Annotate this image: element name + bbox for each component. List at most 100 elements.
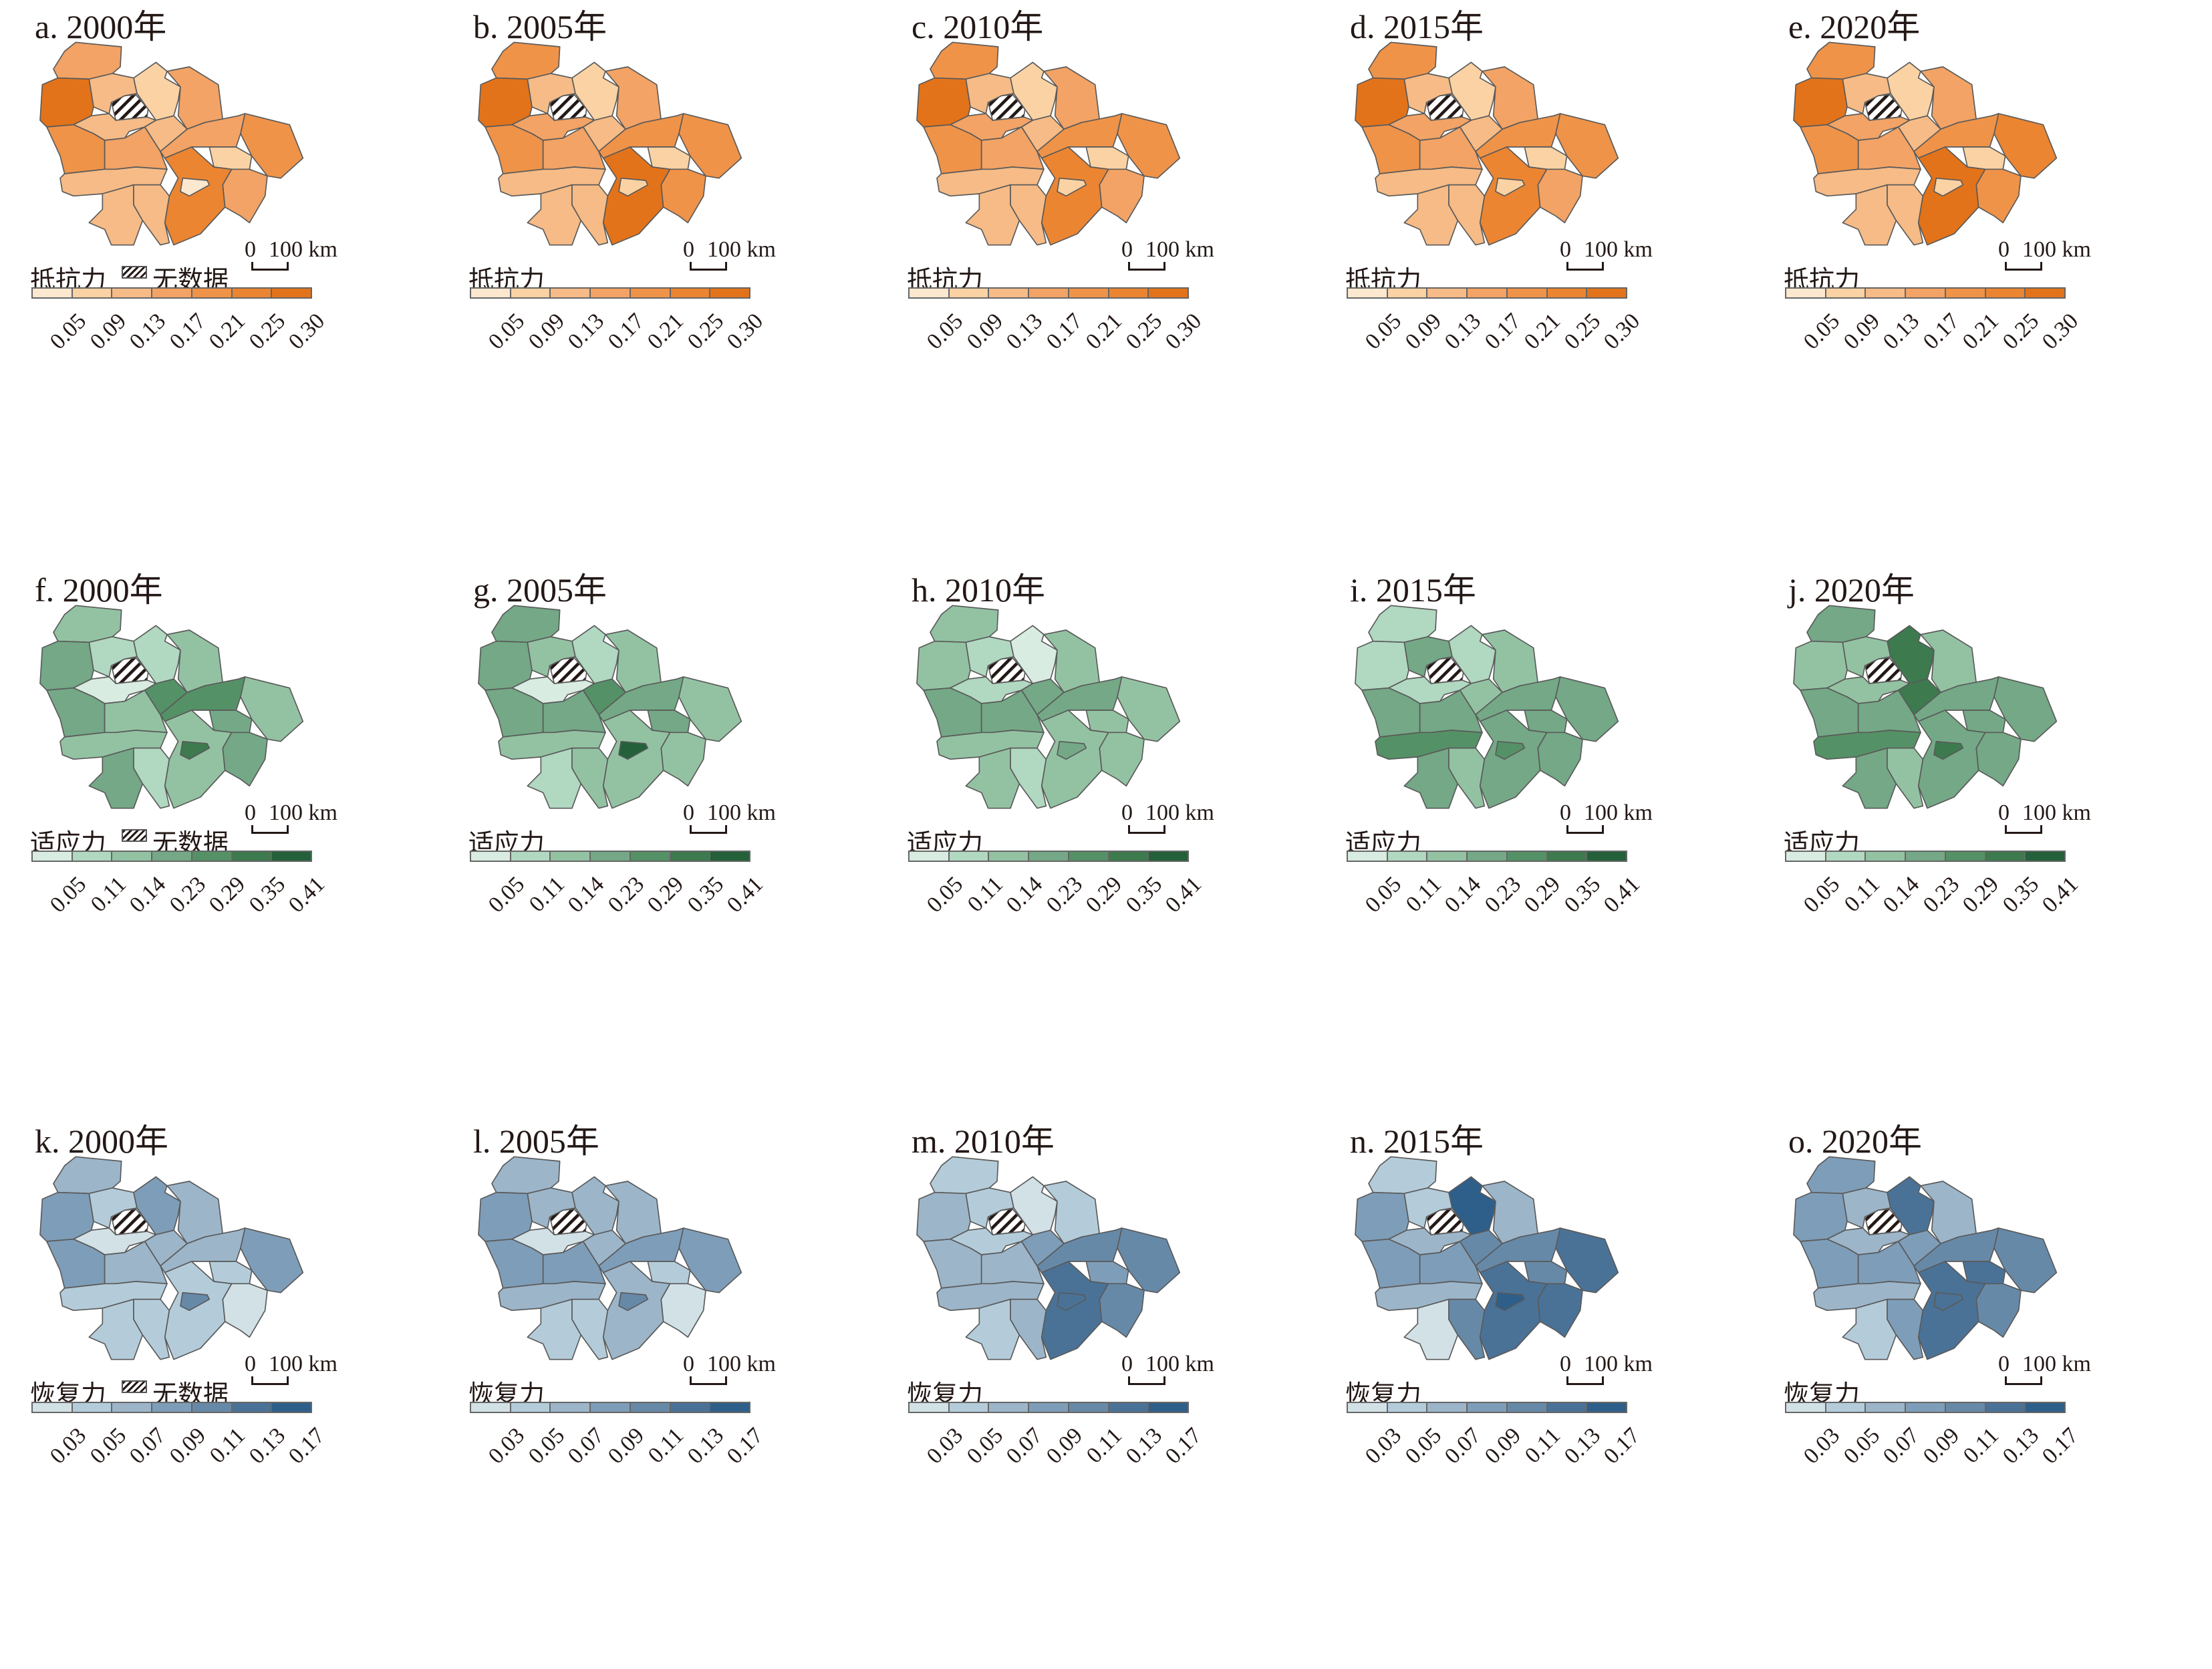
legend-swatch: [192, 1403, 233, 1412]
legend-swatch: [33, 1403, 73, 1412]
legend-swatch: [1945, 289, 1986, 297]
map-region: [936, 1281, 1045, 1312]
choropleth-map: [39, 605, 304, 809]
no-data-region: [987, 94, 1026, 121]
no-data-region: [549, 94, 587, 121]
no-data-region: [110, 657, 149, 684]
map-region: [133, 1298, 170, 1360]
map-region: [133, 747, 170, 809]
scale-zero-label: 0: [245, 237, 256, 262]
map-region: [1975, 168, 2022, 224]
map-region: [571, 1298, 609, 1360]
legend-swatch: [949, 289, 990, 297]
legend-swatch: [910, 289, 950, 297]
panel-title: g. 2005年: [473, 571, 607, 609]
map-region: [1099, 168, 1145, 224]
legend-swatch: [33, 289, 73, 297]
legend-swatch: [1109, 289, 1149, 297]
legend-swatch: [1387, 1403, 1428, 1412]
map-region: [1495, 177, 1526, 197]
map-region: [647, 1261, 691, 1285]
map-panel-b: b. 2005年 0 100 km 抵抗力 0.05 0.09 0.13 0.17 0.21 0.…: [438, 0, 877, 555]
scale-zero-label: 0: [1121, 1352, 1133, 1376]
legend-swatch: [1387, 289, 1428, 297]
legend-swatch: [152, 1403, 192, 1412]
map-panel-d: d. 2015年 0 100 km 抵抗力 0.05 0.09 0.13 0.17 0.21 0.…: [1315, 0, 1754, 555]
scale-bar: [1128, 825, 1165, 834]
map-region: [59, 166, 168, 197]
map-region: [1887, 1298, 1924, 1360]
legend-color-bar: [1347, 287, 1627, 299]
map-region: [1085, 710, 1129, 734]
legend-color-bar: [908, 287, 1189, 299]
legend-swatch: [112, 852, 153, 861]
legend-swatch: [1427, 852, 1468, 861]
scale-bar: [2005, 262, 2042, 271]
map-region: [1010, 747, 1047, 809]
legend-color-bar: [1785, 287, 2066, 299]
map-region: [1917, 710, 1986, 809]
legend-swatch: [1427, 1403, 1468, 1412]
map-region: [222, 168, 268, 224]
legend-swatch: [272, 289, 311, 297]
map-region: [180, 1292, 211, 1312]
map-region: [1375, 1281, 1483, 1312]
map-region: [1933, 1292, 1964, 1312]
map-panel-g: g. 2005年 0 100 km 适应力 0.05 0.11 0.14 0.23 0.29 0.…: [438, 563, 877, 1118]
legend-swatch: [1348, 1403, 1388, 1412]
map-region: [1917, 146, 1986, 246]
map-region: [1933, 177, 1964, 197]
map-region: [660, 1283, 706, 1338]
legend-swatch: [72, 852, 113, 861]
map-region: [1975, 732, 2022, 787]
map-region: [602, 146, 671, 246]
map-region: [1375, 730, 1483, 760]
map-region: [209, 710, 253, 734]
legend-swatch: [1468, 289, 1508, 297]
legend-swatch: [232, 289, 273, 297]
map-region: [1085, 146, 1129, 170]
map-region: [1962, 146, 2006, 170]
map-region: [936, 166, 1045, 197]
map-region: [209, 146, 253, 170]
map-region: [1459, 115, 1503, 152]
map-region: [498, 730, 606, 760]
legend-swatch: [1109, 852, 1149, 861]
map-region: [602, 1261, 671, 1360]
legend-swatch: [591, 852, 631, 861]
map-region: [1537, 732, 1583, 787]
legend-swatch: [1427, 289, 1468, 297]
legend-swatch: [192, 289, 233, 297]
map-region: [618, 1292, 649, 1312]
no-data-swatch-icon: [122, 1380, 147, 1393]
map-region: [1041, 1261, 1109, 1360]
legend-swatch: [1547, 289, 1588, 297]
scale-zero-label: 0: [1560, 1352, 1571, 1376]
map-panel-a: a. 2000年 0 100 km 抵抗力 无数据 0.05 0.09 0.13 0.17 0.2…: [0, 0, 438, 555]
map-region: [1020, 115, 1065, 152]
scale-distance-label: 100 km: [269, 237, 337, 262]
map-region: [1897, 1229, 1941, 1267]
map-region: [1495, 1292, 1526, 1312]
legend-swatch: [551, 289, 591, 297]
legend-swatch: [192, 852, 233, 861]
map-region: [582, 1229, 626, 1267]
legend-swatch: [1348, 852, 1388, 861]
map-region: [582, 115, 626, 152]
legend-swatch: [1866, 1403, 1907, 1412]
legend-swatch: [1507, 289, 1548, 297]
map-region: [1010, 1298, 1047, 1360]
map-region: [1897, 678, 1941, 716]
legend-color-bar: [908, 851, 1189, 862]
scale-distance-label: 100 km: [707, 1352, 776, 1376]
no-data-region: [1425, 657, 1464, 684]
map-region: [59, 1281, 168, 1312]
map-panel-o: o. 2020年 0 100 km 恢复力 0.03 0.05 0.07 0.09 0.11 0.…: [1754, 1114, 2192, 1669]
scale-distance-label: 100 km: [707, 800, 776, 825]
legend-swatch: [670, 852, 711, 861]
legend-swatch: [272, 1403, 311, 1412]
legend-swatch: [1149, 289, 1188, 297]
scale-zero-label: 0: [1998, 237, 2010, 262]
map-region: [1020, 1229, 1065, 1267]
map-region: [1537, 1283, 1583, 1338]
